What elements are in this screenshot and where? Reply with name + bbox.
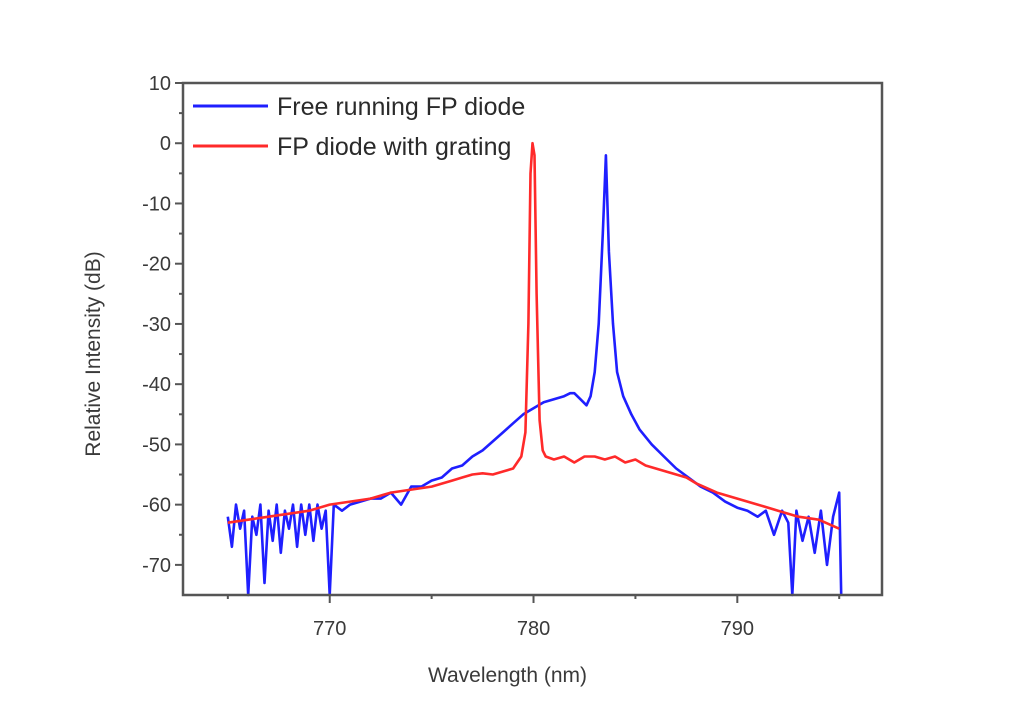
- y-tick-label: -70: [142, 555, 171, 577]
- legend-label: FP diode with grating: [277, 133, 511, 161]
- legend-label: Free running FP diode: [277, 93, 525, 121]
- y-tick-label: -60: [142, 495, 171, 517]
- x-axis: 770 780 790: [226, 595, 841, 640]
- y-axis: 10 0 -10 -20 -30 -40 -50 -60 -70: [142, 73, 183, 577]
- legend: Free running FP diode FP diode with grat…: [193, 93, 525, 161]
- y-tick-label: -40: [142, 374, 171, 396]
- series-line-1: [227, 141, 840, 530]
- legend-item-free-running: Free running FP diode: [193, 93, 525, 121]
- y-tick-label: -50: [142, 434, 171, 456]
- legend-item-with-grating: FP diode with grating: [193, 133, 511, 161]
- plot-frame: [181, 81, 884, 597]
- y-tick-label: 10: [149, 73, 171, 95]
- y-tick-label: -30: [142, 314, 171, 336]
- x-axis-title: Wavelength (nm): [428, 664, 587, 687]
- y-axis-title: Relative Intensity (dB): [82, 251, 105, 456]
- y-tick-label: -10: [142, 193, 171, 215]
- x-tick-label: 790: [721, 618, 754, 640]
- series-line-0: [226, 154, 843, 597]
- y-tick-label: -20: [142, 254, 171, 276]
- plot-series-group: [226, 141, 843, 597]
- x-tick-label: 780: [517, 618, 550, 640]
- y-tick-label: 0: [160, 133, 171, 155]
- x-tick-label: 770: [313, 618, 346, 640]
